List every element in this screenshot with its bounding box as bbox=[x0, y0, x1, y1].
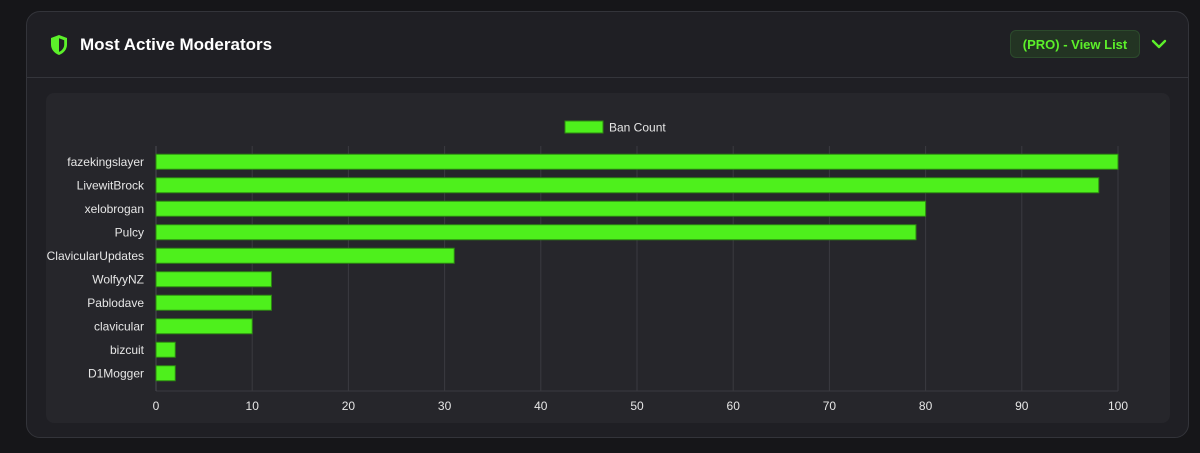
bar-fazekingslayer bbox=[155, 153, 1119, 170]
view-list-button[interactable]: (PRO) - View List bbox=[1010, 30, 1140, 58]
legend-label: Ban Count bbox=[609, 121, 666, 135]
y-category-label: LivewitBrock bbox=[77, 178, 145, 192]
bar-bizcuit bbox=[155, 341, 176, 358]
y-category-label: WolfyyNZ bbox=[92, 272, 144, 286]
moderators-card: Most Active Moderators (PRO) - View List… bbox=[26, 11, 1189, 438]
x-tick-label: 100 bbox=[1108, 399, 1128, 413]
x-tick-label: 30 bbox=[438, 399, 452, 413]
bar-Pulcy bbox=[155, 224, 917, 241]
x-tick-label: 50 bbox=[630, 399, 644, 413]
bar-WolfyyNZ bbox=[155, 271, 272, 288]
chevron-down-icon[interactable] bbox=[1150, 35, 1168, 53]
card-title: Most Active Moderators bbox=[80, 35, 273, 54]
chart-panel: 0 10 20 30 40 50 60 70 80 90 100 Ban Count fazekings… bbox=[46, 93, 1170, 423]
x-tick-label: 20 bbox=[342, 399, 356, 413]
shield-icon bbox=[51, 35, 67, 55]
legend-swatch bbox=[564, 120, 604, 134]
x-tick-label: 60 bbox=[727, 399, 741, 413]
y-category-label: xelobrogan bbox=[85, 202, 144, 216]
x-tick-label: 40 bbox=[534, 399, 548, 413]
y-category-label: Pulcy bbox=[115, 225, 144, 239]
bar-clavicular bbox=[155, 318, 253, 335]
y-category-label: Pablodave bbox=[87, 296, 144, 310]
bar-LivewitBrock bbox=[155, 177, 1100, 194]
bar-D1Mogger bbox=[155, 365, 176, 382]
bar-ClavicularUpdates bbox=[155, 247, 455, 264]
x-tick-label: 70 bbox=[823, 399, 837, 413]
x-tick-label: 90 bbox=[1015, 399, 1029, 413]
y-category-label: fazekingslayer bbox=[67, 155, 144, 169]
x-tick-label: 10 bbox=[246, 399, 260, 413]
bar-xelobrogan bbox=[155, 200, 927, 217]
bar-Pablodave bbox=[155, 294, 272, 311]
x-tick-label: 80 bbox=[919, 399, 933, 413]
y-category-label: D1Mogger bbox=[88, 366, 144, 380]
ban-count-bar-chart: 0 10 20 30 40 50 60 70 80 90 100 Ban Count fazekings… bbox=[47, 120, 1128, 413]
y-category-label: clavicular bbox=[94, 319, 144, 333]
card-header: Most Active Moderators (PRO) - View List bbox=[27, 12, 1188, 78]
y-category-label: bizcuit bbox=[110, 343, 145, 357]
y-category-label: ClavicularUpdates bbox=[47, 249, 144, 263]
x-tick-label: 0 bbox=[153, 399, 160, 413]
